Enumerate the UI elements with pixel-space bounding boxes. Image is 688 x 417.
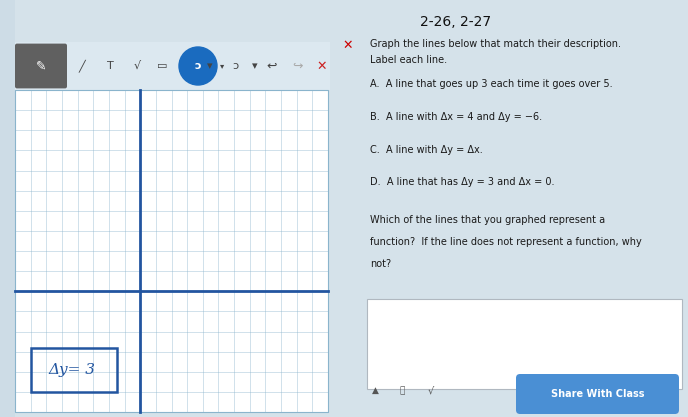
Text: ▭: ▭	[157, 61, 167, 71]
Text: ↪: ↪	[293, 60, 303, 73]
Text: C.  A line with Δy = Δx.: C. A line with Δy = Δx.	[370, 145, 483, 155]
Text: Which of the lines that you graphed represent a: Which of the lines that you graphed repr…	[370, 215, 605, 225]
Text: ▾: ▾	[207, 61, 213, 71]
Text: not?: not?	[370, 259, 391, 269]
Text: ✕: ✕	[316, 60, 327, 73]
Text: A.  A line that goes up 3 each time it goes over 5.: A. A line that goes up 3 each time it go…	[370, 79, 612, 89]
Text: Share With Class: Share With Class	[551, 389, 644, 399]
Text: ↩: ↩	[267, 60, 277, 73]
Text: T: T	[107, 61, 114, 71]
Text: 2-26, 2-27: 2-26, 2-27	[420, 15, 491, 29]
Text: ✎: ✎	[36, 60, 46, 73]
Bar	[31, 348, 117, 392]
Text: Δy= 3: Δy= 3	[48, 363, 96, 377]
Text: 🎙: 🎙	[400, 386, 405, 395]
Text: ↄ: ↄ	[195, 61, 202, 71]
Bar	[15, 42, 330, 90]
Text: ▾: ▾	[220, 61, 224, 70]
Text: √: √	[428, 385, 434, 395]
Bar	[0, 0, 15, 417]
Text: function?  If the line does not represent a function, why: function? If the line does not represent…	[370, 237, 642, 247]
Text: ╱: ╱	[78, 60, 85, 73]
Text: D.  A line that has Δy = 3 and Δx = 0.: D. A line that has Δy = 3 and Δx = 0.	[370, 177, 555, 187]
Text: ✕: ✕	[342, 39, 352, 52]
Bar	[15, 90, 328, 412]
Text: ▾: ▾	[252, 61, 258, 71]
FancyBboxPatch shape	[516, 374, 679, 414]
Circle shape	[179, 47, 217, 85]
Text: √: √	[133, 61, 140, 71]
Text: Graph the lines below that match their description.: Graph the lines below that match their d…	[370, 39, 621, 49]
Bar	[367, 299, 682, 389]
Text: ▲: ▲	[372, 386, 379, 395]
Text: ↄ: ↄ	[232, 61, 238, 71]
FancyBboxPatch shape	[15, 44, 67, 88]
Text: Label each line.: Label each line.	[370, 55, 447, 65]
Text: B.  A line with Δx = 4 and Δy = −6.: B. A line with Δx = 4 and Δy = −6.	[370, 112, 542, 122]
